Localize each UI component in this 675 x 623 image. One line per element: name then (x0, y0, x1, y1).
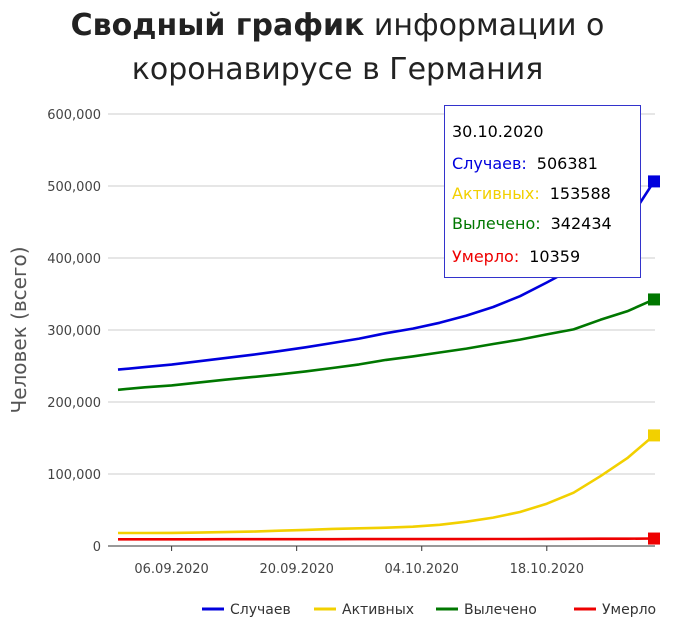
series-line (118, 434, 655, 535)
series-end-marker[interactable] (648, 532, 660, 545)
y-axis-label: Человек (всего) (7, 246, 31, 413)
legend-entry[interactable]: Активных (342, 602, 414, 618)
y-tick-label: 400,000 (47, 252, 101, 267)
series-line (117, 298, 655, 392)
x-tick-label: 20.09.2020 (259, 562, 333, 577)
tooltip-label: Активных: (452, 184, 540, 203)
y-tick-label: 200,000 (47, 396, 101, 411)
tooltip-value: 506381 (537, 154, 598, 173)
x-tick-label: 18.10.2020 (510, 562, 584, 577)
series-line (118, 537, 655, 541)
chart-title-rest: информации о (364, 8, 605, 43)
tooltip-value: 342434 (551, 214, 612, 233)
chart-title: Сводный график информации о коронавирусе … (0, 4, 675, 92)
y-tick-label: 500,000 (47, 180, 101, 195)
x-tick-label: 06.09.2020 (134, 562, 208, 577)
series-end-marker[interactable] (648, 175, 660, 188)
legend-entry[interactable]: Умерло (602, 602, 656, 618)
tooltip-box (444, 105, 641, 278)
tooltip-date: 30.10.2020 (452, 122, 544, 141)
series-end-marker[interactable] (648, 429, 660, 442)
x-tick-label: 04.10.2020 (385, 562, 459, 577)
tooltip-label: Случаев: (452, 154, 527, 173)
tooltip-value: 10359 (529, 247, 580, 266)
chart-title-line2: коронавирусе в Германия (131, 52, 544, 87)
tooltip-label: Вылечено: (452, 214, 541, 233)
y-tick-label: 300,000 (47, 324, 101, 339)
y-tick-label: 100,000 (47, 468, 101, 483)
y-tick-label: 600,000 (47, 108, 101, 123)
tooltip-value: 153588 (550, 184, 611, 203)
tooltip-label: Умерло: (452, 247, 519, 266)
y-tick-label: 0 (93, 540, 101, 555)
chart-title-bold: Сводный график (70, 8, 365, 43)
legend-entry[interactable]: Вылечено (464, 602, 537, 618)
legend-entry[interactable]: Случаев (230, 602, 291, 618)
series-end-marker[interactable] (648, 293, 660, 306)
